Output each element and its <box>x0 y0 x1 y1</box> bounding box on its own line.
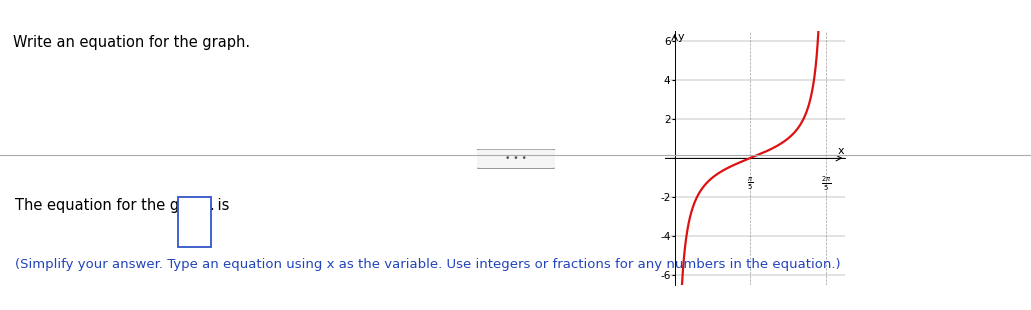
Text: (Simplify your answer. Type an equation using x as the variable. Use integers or: (Simplify your answer. Type an equation … <box>15 258 841 271</box>
FancyBboxPatch shape <box>178 197 211 247</box>
Text: • • •: • • • <box>505 154 527 163</box>
Text: $\frac{\pi}{5}$: $\frac{\pi}{5}$ <box>747 175 754 192</box>
Text: Write an equation for the graph.: Write an equation for the graph. <box>13 35 251 50</box>
Text: y: y <box>678 32 685 42</box>
Text: x: x <box>837 146 844 156</box>
Text: The equation for the graph is: The equation for the graph is <box>15 197 234 213</box>
FancyBboxPatch shape <box>475 149 557 169</box>
Text: $\frac{2\pi}{5}$: $\frac{2\pi}{5}$ <box>821 175 831 193</box>
Text: .: . <box>209 197 214 213</box>
